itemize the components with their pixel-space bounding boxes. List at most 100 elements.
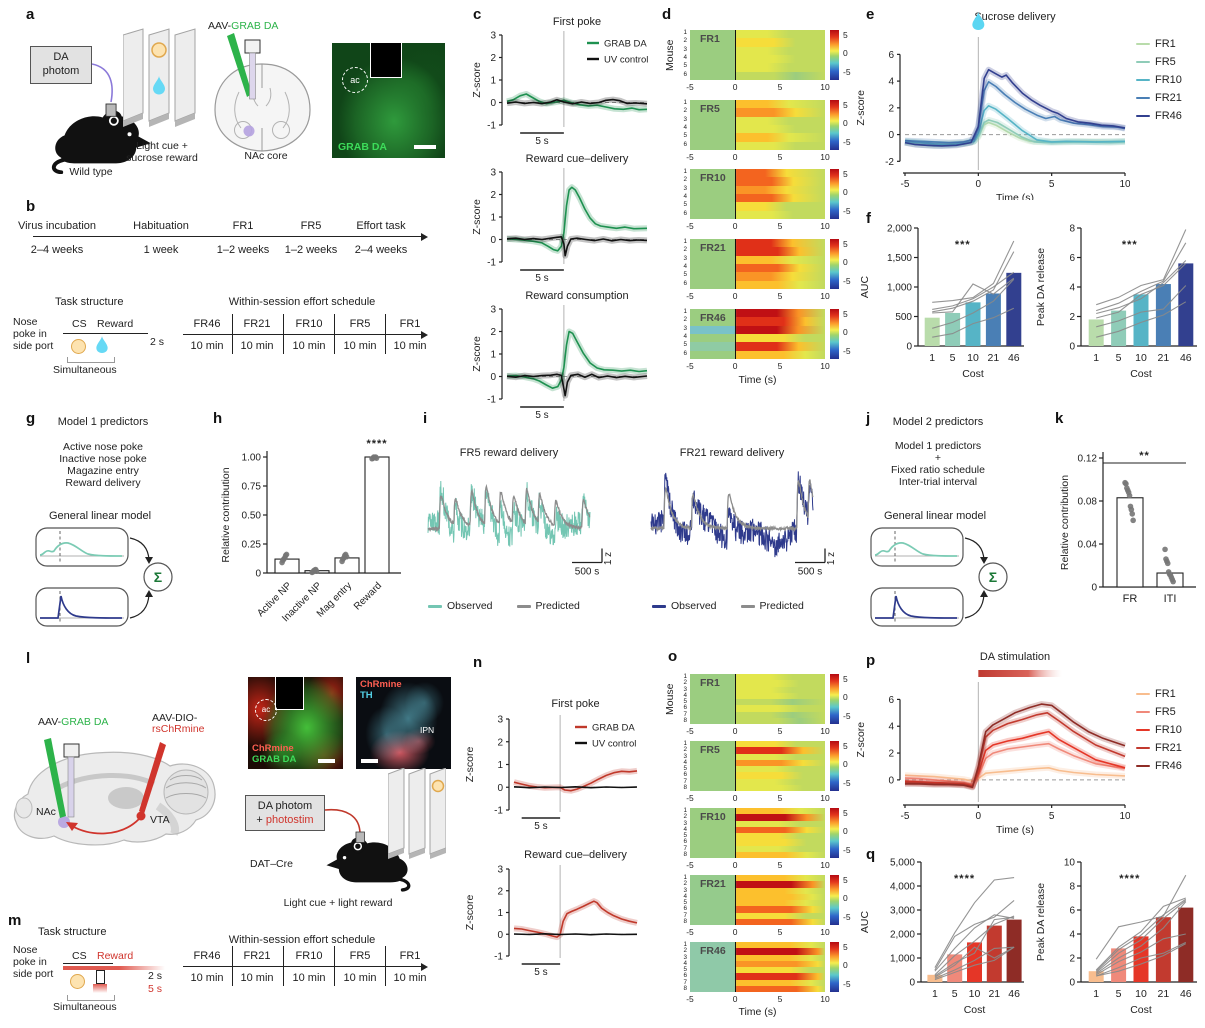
phase-duration: 1 week	[143, 244, 179, 256]
svg-text:3: 3	[490, 31, 496, 42]
duration-5s: 5 s	[148, 983, 163, 995]
grabda-needle-icon	[44, 738, 66, 818]
legend-item-FR46: FR46	[1136, 760, 1182, 772]
schedule-divider	[283, 314, 284, 354]
optic-fiber-icon	[249, 52, 256, 100]
chart-first-poke: First poke 3 2 1 0 -1 Z-score 5 s GRAB DA UV cont…	[470, 16, 655, 150]
duration-2s: 2 s	[150, 336, 165, 348]
panel-label-l: l	[26, 650, 31, 667]
svg-text:5,000: 5,000	[890, 858, 915, 869]
chart-reward-cue-delivery: Reward cue–delivery 3 2 1 0 -1 Z-score 5 s	[470, 153, 655, 287]
panel-label-f: f	[866, 210, 871, 227]
phase-name: FR5	[300, 220, 322, 232]
nose-poke-caption2: poke in	[13, 328, 47, 340]
svg-text:10: 10	[1119, 811, 1130, 822]
panel-label-q: q	[866, 846, 876, 863]
glm-caption: General linear model	[883, 510, 987, 522]
svg-text:3: 3	[497, 865, 503, 876]
svg-text:2: 2	[1069, 312, 1075, 323]
svg-text:Relative contribution: Relative contribution	[1059, 475, 1071, 570]
schedule-fr: FR5	[349, 318, 371, 330]
aav-dio-label-line2: rsChRmine	[152, 723, 205, 735]
svg-text:6: 6	[888, 50, 894, 61]
legend-item-FR10: FR10	[1136, 724, 1182, 736]
svg-text:Reward cue–delivery: Reward cue–delivery	[524, 849, 627, 861]
model2-item: Inter-trial interval	[898, 476, 978, 488]
svg-text:****: ****	[1119, 873, 1140, 885]
svg-text:4: 4	[1069, 283, 1075, 294]
svg-text:2: 2	[497, 737, 503, 748]
svg-text:FR: FR	[1123, 593, 1138, 605]
simultaneous-bracket	[67, 995, 115, 1001]
schedule-line	[183, 334, 421, 336]
svg-text:ITI: ITI	[1164, 593, 1177, 605]
svg-text:5: 5	[1049, 811, 1055, 822]
model1-item: Active nose poke	[63, 441, 143, 453]
schedule-fr: FR10	[295, 318, 323, 330]
legend-item-FR1: FR1	[1136, 688, 1182, 700]
schedule-fr: FR46	[193, 318, 221, 330]
nose-poke-caption1: Nose	[13, 944, 38, 956]
svg-text:Z-score: Z-score	[471, 336, 483, 372]
svg-text:0: 0	[1069, 342, 1075, 353]
panel-label-g: g	[26, 410, 36, 427]
svg-text:Cost: Cost	[964, 1004, 986, 1016]
schedule-dur: 10 min	[190, 972, 224, 984]
simultaneous-label: Simultaneous	[53, 1001, 117, 1013]
ac-outline: ac	[255, 699, 277, 721]
nac-site	[58, 816, 70, 828]
svg-text:Z-score: Z-score	[471, 62, 483, 98]
svg-text:10: 10	[969, 988, 981, 1000]
schedule-fr: FR1	[399, 950, 421, 962]
scale-bar	[318, 759, 335, 763]
svg-text:1: 1	[497, 908, 503, 919]
model1-title: Model 1 predictors	[57, 416, 149, 428]
svg-text:0: 0	[888, 130, 894, 141]
photometry-box: DA photom	[30, 46, 92, 84]
schedule-dur: 10 min	[393, 972, 427, 984]
svg-text:-5: -5	[901, 811, 910, 822]
chart-q-auc: 0 1,000 2,000 3,000 4,000 5,000 AUC 1 5 10 21 46 Cos…	[852, 846, 1030, 1028]
svg-text:5 s: 5 s	[535, 136, 548, 147]
svg-text:***: ***	[1122, 239, 1138, 251]
svg-text:1: 1	[490, 350, 496, 361]
phase-duration: 1–2 weeks	[284, 244, 338, 256]
svg-text:Σ: Σ	[154, 569, 162, 585]
schedule-dur: 10 min	[343, 340, 377, 352]
svg-text:GRAB DA: GRAB DA	[592, 723, 635, 734]
heatmap-FR5	[690, 741, 825, 791]
svg-text:5 s: 5 s	[534, 821, 547, 832]
reward-label: Reward	[97, 318, 134, 330]
svg-text:Reward: Reward	[352, 580, 384, 612]
panel-label-h: h	[213, 410, 223, 427]
phase-duration: 1–2 weeks	[216, 244, 270, 256]
svg-text:2: 2	[1069, 954, 1075, 965]
heatmap-FR1	[690, 674, 825, 724]
glm-caption: General linear model	[48, 510, 152, 522]
legend-observed: Observed	[428, 600, 493, 612]
svg-text:5: 5	[950, 352, 956, 364]
svg-text:21: 21	[988, 352, 1000, 364]
legend-item-FR21: FR21	[1136, 92, 1182, 104]
schedule-fr: FR5	[349, 950, 371, 962]
svg-text:1: 1	[1093, 988, 1099, 1000]
svg-text:1,500: 1,500	[887, 253, 912, 264]
chart-n-first-poke: First poke 3 2 1 0 -1 Z-score 5 s GRAB DA UV cont…	[445, 655, 645, 833]
schedule-dur: 10 min	[343, 972, 377, 984]
svg-text:5: 5	[1116, 352, 1122, 364]
svg-text:Cost: Cost	[962, 368, 984, 380]
schedule-arrow	[421, 331, 428, 339]
boundary-dashed	[304, 681, 356, 763]
svg-text:FR5 reward delivery: FR5 reward delivery	[460, 447, 559, 459]
model1-item: Reward delivery	[65, 477, 141, 489]
schedule-divider	[334, 946, 335, 986]
image-label: GRAB DA	[338, 141, 387, 153]
model1-item: Inactive nose poke	[59, 453, 147, 465]
chart-sucrose-delivery: Sucrose delivery 6 4 2 0 -2 Z-score -5 0 5 10 Time …	[850, 8, 1131, 204]
svg-text:21: 21	[1158, 988, 1170, 1000]
panel-label-i: i	[423, 410, 428, 427]
svg-text:First poke: First poke	[551, 698, 599, 710]
svg-text:5: 5	[1049, 179, 1055, 190]
schedule-divider	[334, 314, 335, 354]
svg-text:0: 0	[1069, 978, 1075, 989]
